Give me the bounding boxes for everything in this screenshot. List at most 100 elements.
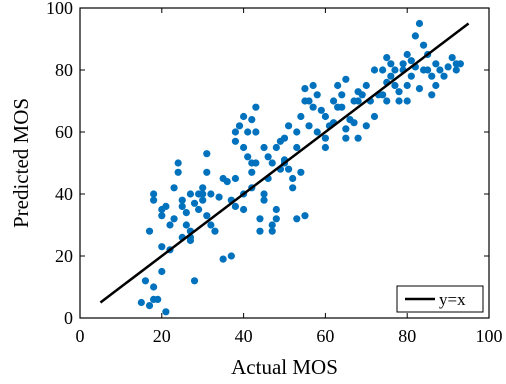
y-tick-label: 60 xyxy=(55,122,73,142)
data-point xyxy=(334,81,342,90)
data-point xyxy=(145,227,154,235)
data-point xyxy=(231,128,240,136)
data-point xyxy=(338,91,346,99)
data-point xyxy=(252,128,260,136)
data-point xyxy=(370,112,379,121)
data-point xyxy=(190,199,199,207)
data-point xyxy=(150,283,158,291)
data-point xyxy=(137,298,145,307)
data-point xyxy=(419,41,428,49)
data-point xyxy=(379,91,387,99)
data-point xyxy=(350,119,358,127)
data-point xyxy=(141,277,150,285)
data-point xyxy=(170,215,178,223)
data-point xyxy=(272,143,280,152)
data-point xyxy=(407,72,415,80)
data-point xyxy=(354,97,362,105)
data-points xyxy=(137,19,464,316)
data-point xyxy=(231,137,240,145)
data-point xyxy=(207,190,215,198)
data-point xyxy=(182,221,190,229)
legend-label-y-equals-x: y=x xyxy=(439,290,466,309)
data-point xyxy=(395,97,403,105)
data-point xyxy=(289,184,297,192)
data-point xyxy=(342,75,350,83)
x-tick-label: 100 xyxy=(476,326,503,346)
y-tick-label: 0 xyxy=(64,308,73,328)
data-point xyxy=(190,277,199,285)
data-point xyxy=(231,202,240,210)
data-point xyxy=(284,122,293,130)
data-point xyxy=(158,267,166,276)
data-point xyxy=(321,143,329,152)
x-tick-label: 60 xyxy=(316,326,334,346)
data-point xyxy=(178,202,186,210)
data-point xyxy=(452,66,460,74)
data-point xyxy=(240,143,248,152)
data-point xyxy=(166,221,174,229)
data-point xyxy=(293,143,301,152)
data-point xyxy=(240,205,248,214)
data-point xyxy=(399,60,407,68)
data-point xyxy=(407,57,415,65)
data-point xyxy=(415,85,424,93)
data-point xyxy=(329,97,338,105)
data-point xyxy=(182,209,190,217)
data-point xyxy=(170,184,178,192)
data-point xyxy=(440,72,448,80)
data-point xyxy=(448,54,456,62)
data-point xyxy=(305,122,313,130)
x-tick-label: 0 xyxy=(76,326,85,346)
y-tick-label: 40 xyxy=(55,184,73,204)
legend: y=x xyxy=(396,285,484,313)
data-point xyxy=(395,88,403,96)
data-point xyxy=(203,150,211,158)
data-point xyxy=(284,165,293,173)
data-point xyxy=(211,227,219,235)
data-point xyxy=(428,91,436,99)
data-point xyxy=(256,227,264,235)
data-point xyxy=(162,202,170,210)
data-point xyxy=(456,60,464,68)
data-point xyxy=(195,205,203,214)
x-tick-label: 20 xyxy=(153,326,171,346)
data-point xyxy=(158,212,166,220)
y-tick-label: 80 xyxy=(55,60,73,80)
data-point xyxy=(313,128,321,136)
data-point xyxy=(223,178,231,186)
data-point xyxy=(178,196,186,204)
data-point xyxy=(411,32,419,40)
data-point xyxy=(415,19,424,28)
data-point xyxy=(145,302,154,310)
data-point xyxy=(244,128,252,136)
data-point xyxy=(432,60,440,68)
plot-frame xyxy=(79,7,490,319)
data-point xyxy=(313,91,321,99)
data-point xyxy=(154,295,162,303)
data-point xyxy=(268,227,276,235)
data-point xyxy=(268,221,276,229)
data-point xyxy=(199,190,207,198)
data-point xyxy=(186,190,195,198)
data-point xyxy=(293,215,301,223)
data-point xyxy=(383,97,391,105)
data-point xyxy=(174,159,182,167)
data-point xyxy=(280,134,289,142)
data-point xyxy=(342,134,350,142)
data-point xyxy=(317,106,325,114)
data-point xyxy=(235,122,244,130)
data-point xyxy=(387,60,395,68)
data-point xyxy=(203,212,211,220)
reference-line-y-equals-x xyxy=(99,22,470,304)
data-point xyxy=(252,159,260,167)
data-point xyxy=(428,72,436,80)
data-point xyxy=(248,116,256,124)
data-point xyxy=(199,196,207,204)
data-point xyxy=(174,168,182,176)
data-point xyxy=(199,184,207,192)
y-axis-title: Predicted MOS xyxy=(9,98,33,228)
data-point xyxy=(383,54,391,62)
y-tick-label: 20 xyxy=(55,246,73,266)
data-point xyxy=(342,125,350,133)
